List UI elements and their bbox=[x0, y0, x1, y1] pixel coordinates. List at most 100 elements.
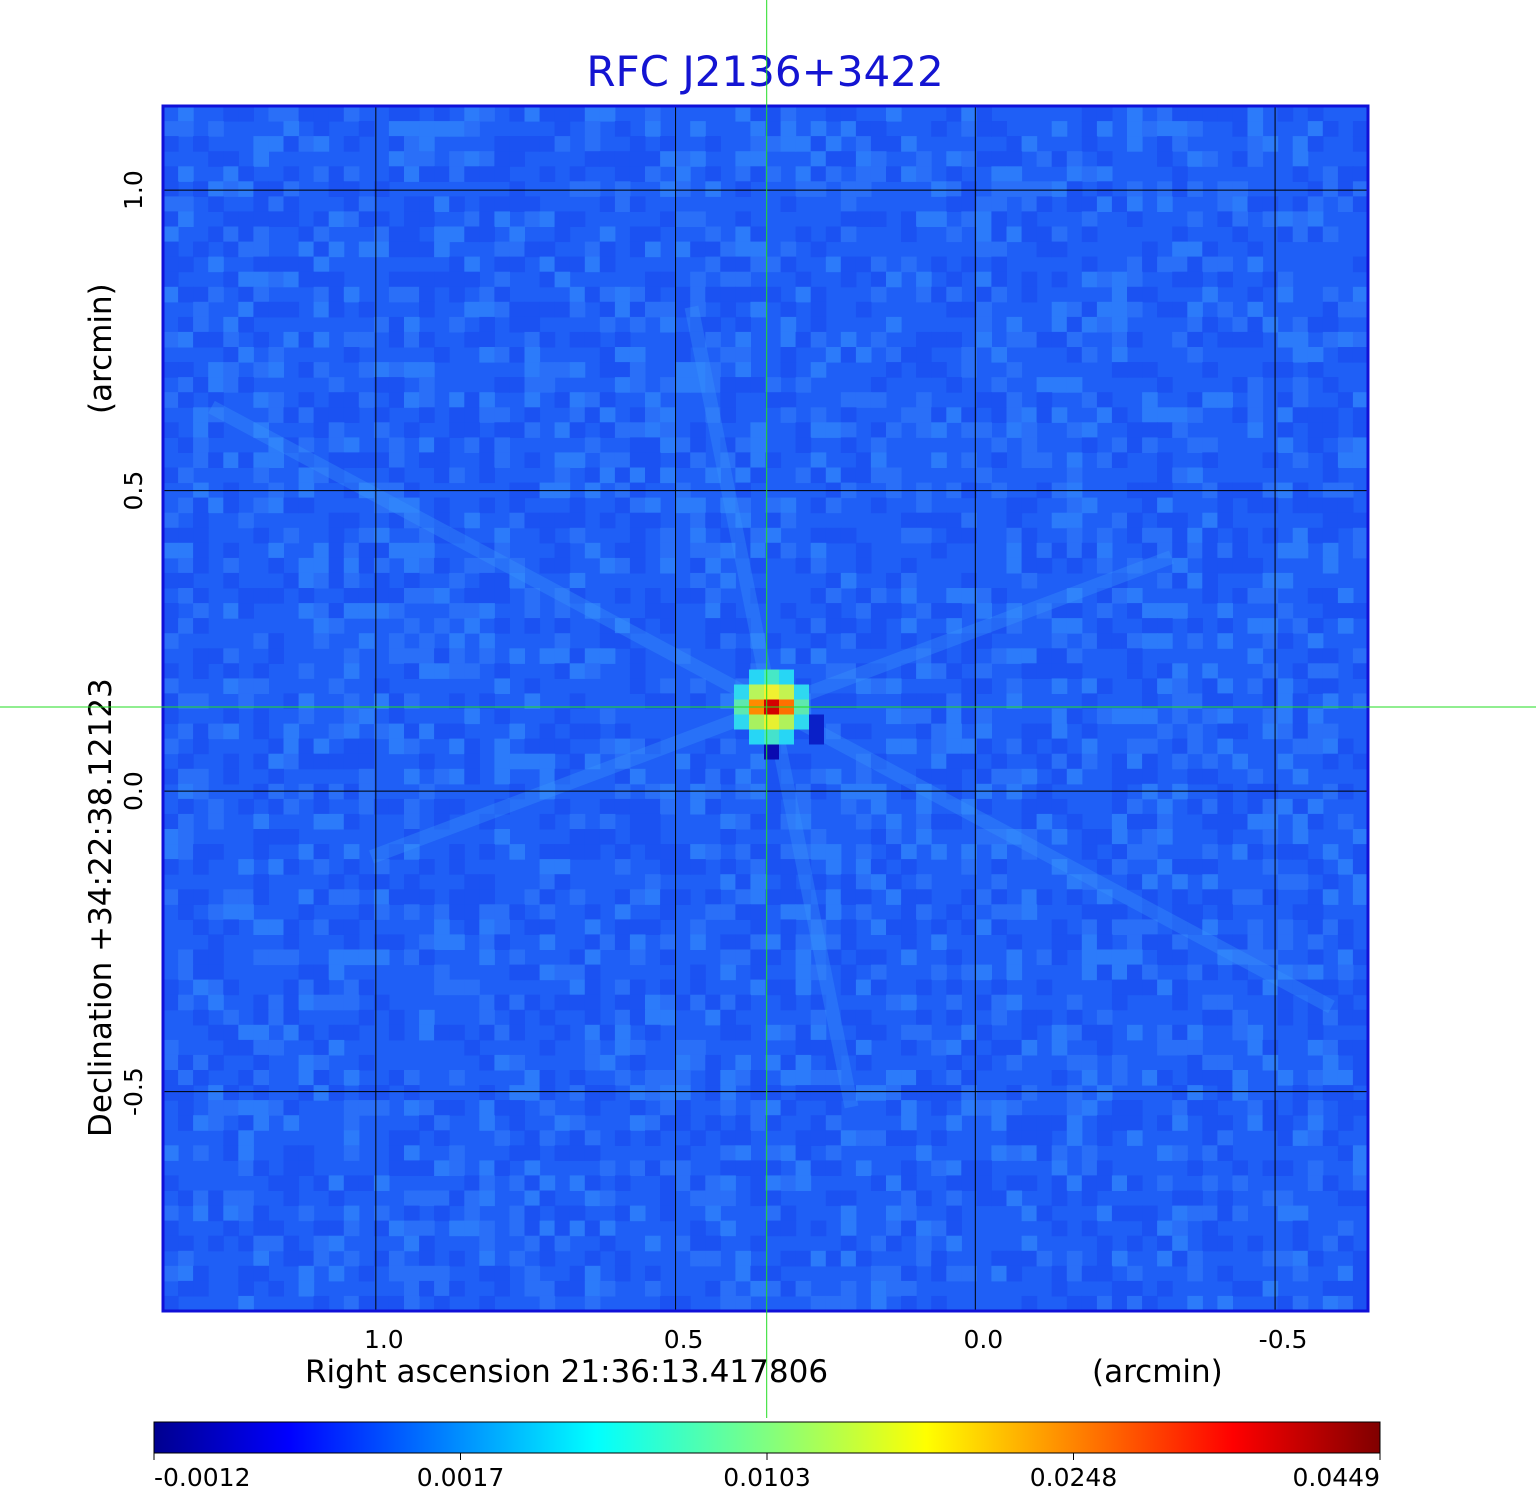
noise-pixel bbox=[1127, 1235, 1143, 1252]
noise-pixel bbox=[358, 979, 375, 996]
noise-pixel bbox=[1277, 422, 1294, 438]
noise-pixel bbox=[645, 829, 661, 845]
noise-pixel bbox=[268, 1039, 284, 1056]
noise-pixel bbox=[780, 392, 797, 408]
noise-pixel bbox=[599, 1085, 616, 1101]
noise-pixel bbox=[1262, 588, 1279, 604]
noise-pixel bbox=[1021, 904, 1038, 920]
noise-pixel bbox=[645, 994, 661, 1011]
noise-pixel bbox=[795, 1250, 812, 1267]
noise-pixel bbox=[1051, 618, 1068, 634]
noise-pixel bbox=[614, 377, 631, 393]
noise-pixel bbox=[253, 1205, 269, 1222]
noise-pixel bbox=[629, 241, 646, 258]
noise-pixel bbox=[1202, 859, 1218, 875]
noise-pixel bbox=[1307, 497, 1324, 514]
noise-pixel bbox=[193, 693, 209, 709]
noise-pixel bbox=[1081, 542, 1098, 559]
noise-pixel bbox=[569, 753, 586, 770]
noise-pixel bbox=[193, 1265, 209, 1282]
noise-pixel bbox=[614, 1265, 631, 1282]
noise-pixel bbox=[735, 181, 751, 197]
noise-pixel bbox=[946, 708, 962, 725]
noise-pixel bbox=[750, 889, 766, 905]
noise-pixel bbox=[223, 452, 239, 468]
noise-pixel bbox=[599, 1190, 616, 1207]
noise-pixel bbox=[178, 964, 194, 981]
noise-pixel bbox=[690, 286, 706, 303]
noise-pixel bbox=[449, 527, 465, 544]
noise-pixel bbox=[780, 1145, 797, 1161]
source-pixel bbox=[763, 744, 779, 760]
noise-pixel bbox=[1157, 256, 1173, 273]
noise-pixel bbox=[825, 106, 842, 122]
noise-pixel bbox=[916, 407, 932, 423]
noise-pixel bbox=[645, 1085, 661, 1101]
noise-pixel bbox=[1322, 1039, 1339, 1056]
noise-pixel bbox=[1006, 693, 1023, 709]
noise-pixel bbox=[916, 362, 932, 378]
noise-pixel bbox=[720, 256, 736, 273]
noise-pixel bbox=[328, 407, 345, 423]
noise-pixel bbox=[931, 542, 947, 559]
noise-pixel bbox=[720, 964, 736, 981]
noise-pixel bbox=[449, 663, 465, 679]
noise-pixel bbox=[1307, 949, 1324, 966]
noise-pixel bbox=[855, 301, 872, 318]
source-pixel bbox=[763, 684, 779, 700]
noise-pixel bbox=[1006, 557, 1023, 574]
noise-pixel bbox=[313, 121, 330, 137]
noise-pixel bbox=[1307, 437, 1324, 453]
noise-pixel bbox=[524, 452, 541, 468]
noise-pixel bbox=[901, 527, 917, 544]
noise-pixel bbox=[388, 512, 405, 529]
noise-pixel bbox=[1352, 542, 1369, 559]
noise-pixel bbox=[840, 693, 857, 709]
noise-pixel bbox=[886, 1235, 902, 1252]
noise-pixel bbox=[690, 241, 706, 258]
noise-pixel bbox=[328, 949, 345, 966]
noise-pixel bbox=[780, 844, 797, 860]
noise-pixel bbox=[509, 1009, 525, 1026]
noise-pixel bbox=[1322, 1280, 1339, 1297]
noise-pixel bbox=[509, 994, 525, 1011]
noise-pixel bbox=[1352, 1054, 1369, 1071]
noise-pixel bbox=[765, 844, 782, 860]
noise-pixel bbox=[1292, 874, 1309, 890]
noise-pixel bbox=[840, 572, 857, 589]
noise-pixel bbox=[208, 196, 224, 212]
noise-pixel bbox=[1172, 226, 1188, 243]
noise-pixel bbox=[946, 618, 962, 634]
noise-pixel bbox=[931, 603, 947, 619]
noise-pixel bbox=[1262, 663, 1279, 679]
noise-pixel bbox=[1157, 663, 1173, 679]
noise-pixel bbox=[810, 1085, 827, 1101]
noise-pixel bbox=[1202, 813, 1218, 830]
noise-pixel bbox=[1096, 1009, 1113, 1026]
noise-pixel bbox=[419, 301, 435, 318]
noise-pixel bbox=[946, 588, 962, 604]
noise-pixel bbox=[735, 844, 751, 860]
noise-pixel bbox=[1322, 889, 1339, 905]
noise-pixel bbox=[494, 798, 510, 815]
noise-pixel bbox=[584, 1265, 601, 1282]
noise-pixel bbox=[343, 437, 360, 453]
noise-pixel bbox=[1247, 331, 1264, 348]
noise-pixel bbox=[931, 813, 947, 830]
noise-pixel bbox=[1127, 362, 1143, 378]
noise-pixel bbox=[645, 452, 661, 468]
noise-pixel bbox=[780, 813, 797, 830]
noise-pixel bbox=[238, 678, 254, 694]
noise-pixel bbox=[629, 1205, 646, 1222]
noise-pixel bbox=[735, 889, 751, 905]
noise-pixel bbox=[1096, 1085, 1113, 1101]
noise-pixel bbox=[253, 196, 269, 212]
noise-pixel bbox=[1021, 1009, 1038, 1026]
noise-pixel bbox=[1292, 331, 1309, 348]
noise-pixel bbox=[313, 106, 330, 122]
noise-pixel bbox=[810, 181, 827, 197]
noise-pixel bbox=[449, 166, 465, 182]
noise-pixel bbox=[509, 196, 525, 212]
noise-pixel bbox=[614, 859, 631, 875]
noise-pixel bbox=[1006, 1250, 1023, 1267]
